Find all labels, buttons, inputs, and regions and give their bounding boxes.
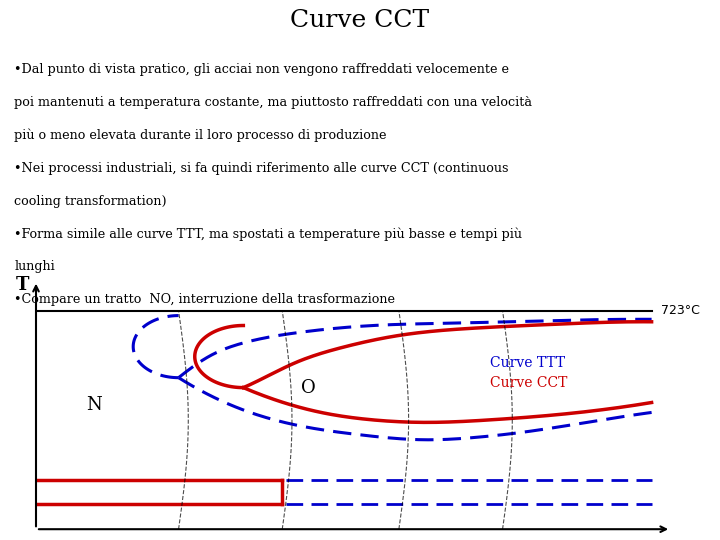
Text: O: O bbox=[301, 379, 315, 396]
Text: •Nei processi industriali, si fa quindi riferimento alle curve CCT (continuous: •Nei processi industriali, si fa quindi … bbox=[14, 161, 509, 175]
Text: Curve CCT: Curve CCT bbox=[490, 376, 567, 390]
Text: T: T bbox=[16, 276, 30, 294]
Text: lunghi: lunghi bbox=[14, 260, 55, 273]
Text: Curve CCT: Curve CCT bbox=[290, 9, 430, 31]
Text: poi mantenuti a temperatura costante, ma piuttosto raffreddati con una velocità: poi mantenuti a temperatura costante, ma… bbox=[14, 96, 532, 109]
Text: cooling transformation): cooling transformation) bbox=[14, 194, 167, 207]
Text: •Dal punto di vista pratico, gli acciai non vengono raffreddati velocemente e: •Dal punto di vista pratico, gli acciai … bbox=[14, 63, 510, 76]
Text: •Compare un tratto  NO, interruzione della trasformazione: •Compare un tratto NO, interruzione dell… bbox=[14, 293, 395, 306]
Text: 723°C: 723°C bbox=[661, 304, 700, 317]
Text: •Forma simile alle curve TTT, ma spostati a temperature più basse e tempi più: •Forma simile alle curve TTT, ma spostat… bbox=[14, 227, 523, 241]
Text: più o meno elevata durante il loro processo di produzione: più o meno elevata durante il loro proce… bbox=[14, 129, 387, 142]
Text: N: N bbox=[86, 396, 102, 414]
Text: Curve TTT: Curve TTT bbox=[490, 356, 564, 370]
